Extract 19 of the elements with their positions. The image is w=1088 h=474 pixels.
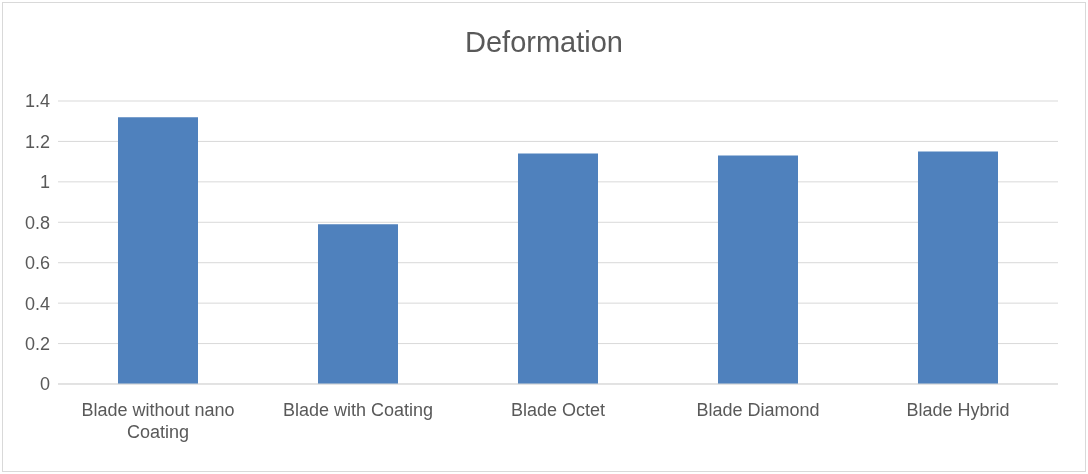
bar <box>118 117 198 384</box>
x-tick-label: Blade Hybrid <box>906 400 1010 420</box>
y-tick-label: 0 <box>39 374 50 395</box>
y-tick-label: 1.2 <box>24 131 50 152</box>
chart-title: Deformation <box>464 26 624 59</box>
y-tick-label: 0.6 <box>24 253 50 274</box>
bar <box>918 151 998 384</box>
x-tick-label: Blade Diamond <box>696 400 820 420</box>
x-tick-label: Blade Octet <box>510 400 606 420</box>
x-tick-label: Blade without nano Coating <box>81 400 235 442</box>
y-tick-label: 0.8 <box>24 212 50 233</box>
y-tick-label: 1.4 <box>24 91 50 112</box>
bar <box>318 224 398 384</box>
bar <box>518 153 598 384</box>
bar <box>718 155 798 384</box>
x-tick-label: Blade with Coating <box>282 400 434 420</box>
y-tick-label: 1 <box>39 172 50 193</box>
y-tick-label: 0.4 <box>24 293 50 314</box>
y-tick-label: 0.2 <box>24 333 50 354</box>
